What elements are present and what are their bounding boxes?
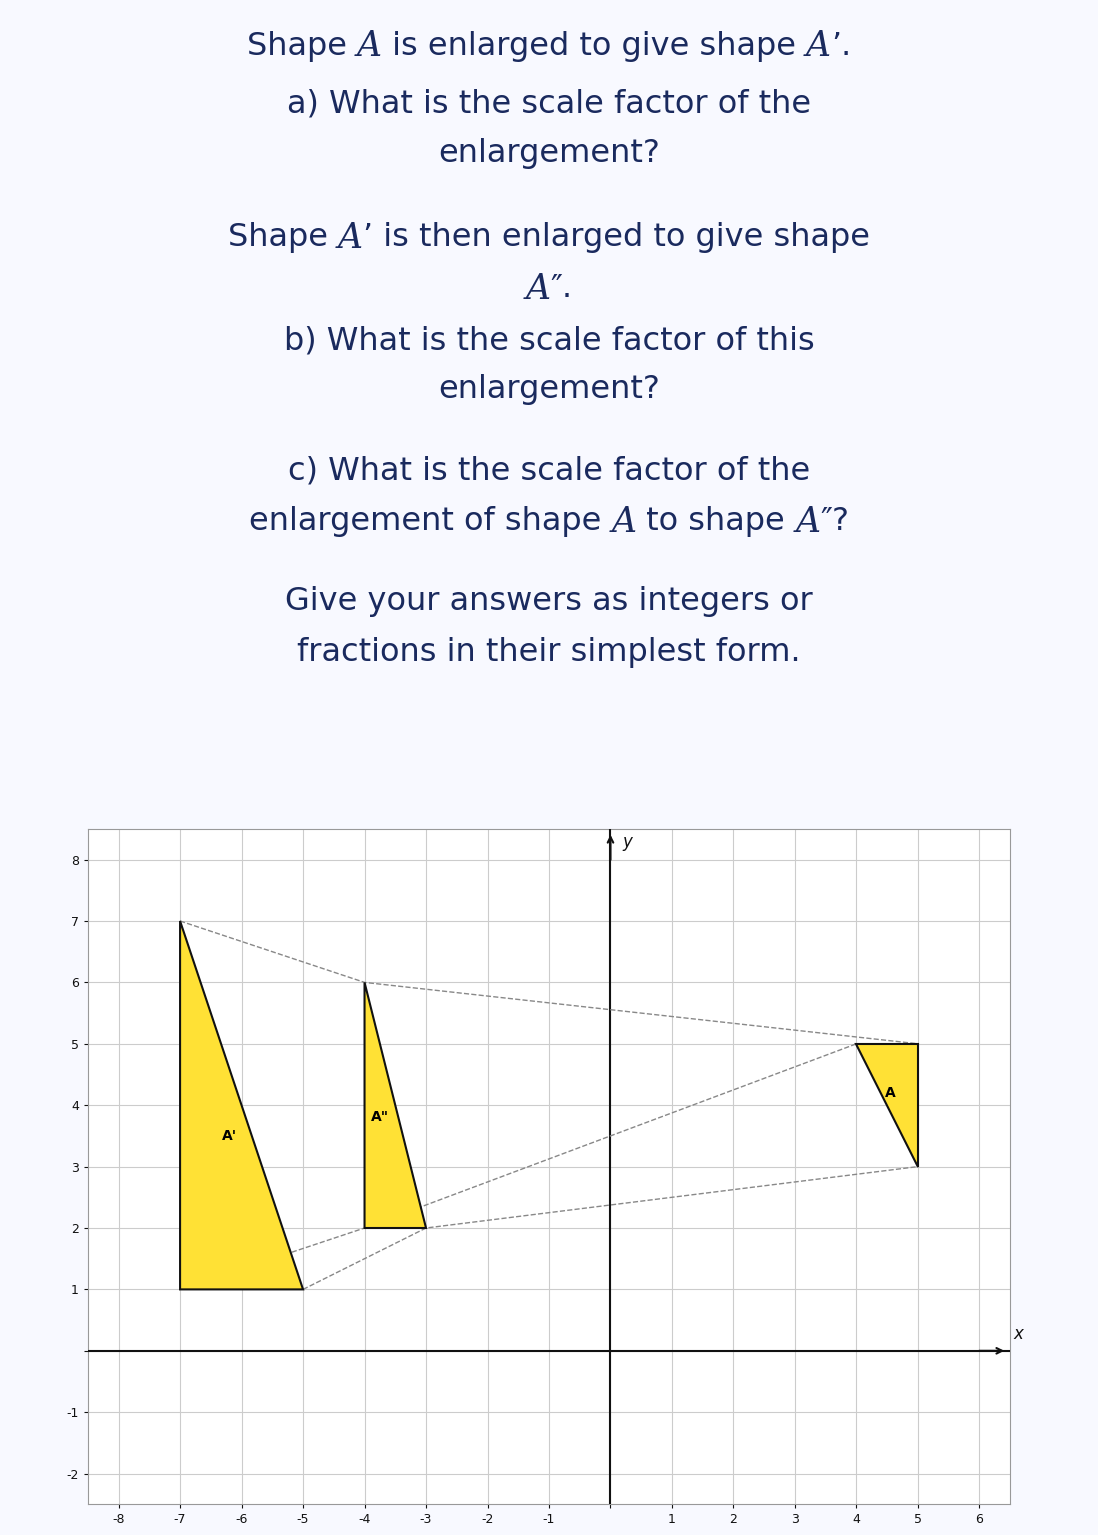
Text: A: A bbox=[357, 29, 382, 63]
Text: A: A bbox=[806, 29, 831, 63]
Text: c) What is the scale factor of the: c) What is the scale factor of the bbox=[288, 456, 810, 487]
Text: A: A bbox=[795, 505, 820, 539]
Text: A: A bbox=[612, 505, 637, 539]
Text: enlargement?: enlargement? bbox=[438, 138, 660, 169]
Polygon shape bbox=[856, 1044, 918, 1167]
Text: A": A" bbox=[371, 1110, 389, 1125]
Text: a) What is the scale factor of the: a) What is the scale factor of the bbox=[287, 89, 811, 120]
Text: A: A bbox=[525, 272, 550, 305]
Text: ″?: ″? bbox=[820, 507, 850, 537]
Text: A: A bbox=[338, 221, 363, 255]
Text: is enlarged to give shape: is enlarged to give shape bbox=[382, 31, 806, 61]
Text: A: A bbox=[885, 1085, 896, 1101]
Text: ’.: ’. bbox=[831, 31, 851, 61]
Text: $x$: $x$ bbox=[1013, 1325, 1026, 1343]
Text: ″.: ″. bbox=[550, 273, 573, 304]
Polygon shape bbox=[365, 982, 426, 1228]
Text: fractions in their simplest form.: fractions in their simplest form. bbox=[298, 637, 800, 668]
Text: A': A' bbox=[222, 1128, 237, 1144]
Text: ’ is then enlarged to give shape: ’ is then enlarged to give shape bbox=[363, 223, 870, 253]
Text: enlargement of shape: enlargement of shape bbox=[248, 507, 612, 537]
Text: enlargement?: enlargement? bbox=[438, 375, 660, 405]
Text: b) What is the scale factor of this: b) What is the scale factor of this bbox=[283, 325, 815, 356]
Text: to shape: to shape bbox=[637, 507, 795, 537]
Text: Shape: Shape bbox=[228, 223, 338, 253]
Text: Give your answers as integers or: Give your answers as integers or bbox=[285, 586, 813, 617]
Text: $y$: $y$ bbox=[621, 835, 634, 853]
Text: Shape: Shape bbox=[247, 31, 357, 61]
Polygon shape bbox=[180, 921, 303, 1289]
